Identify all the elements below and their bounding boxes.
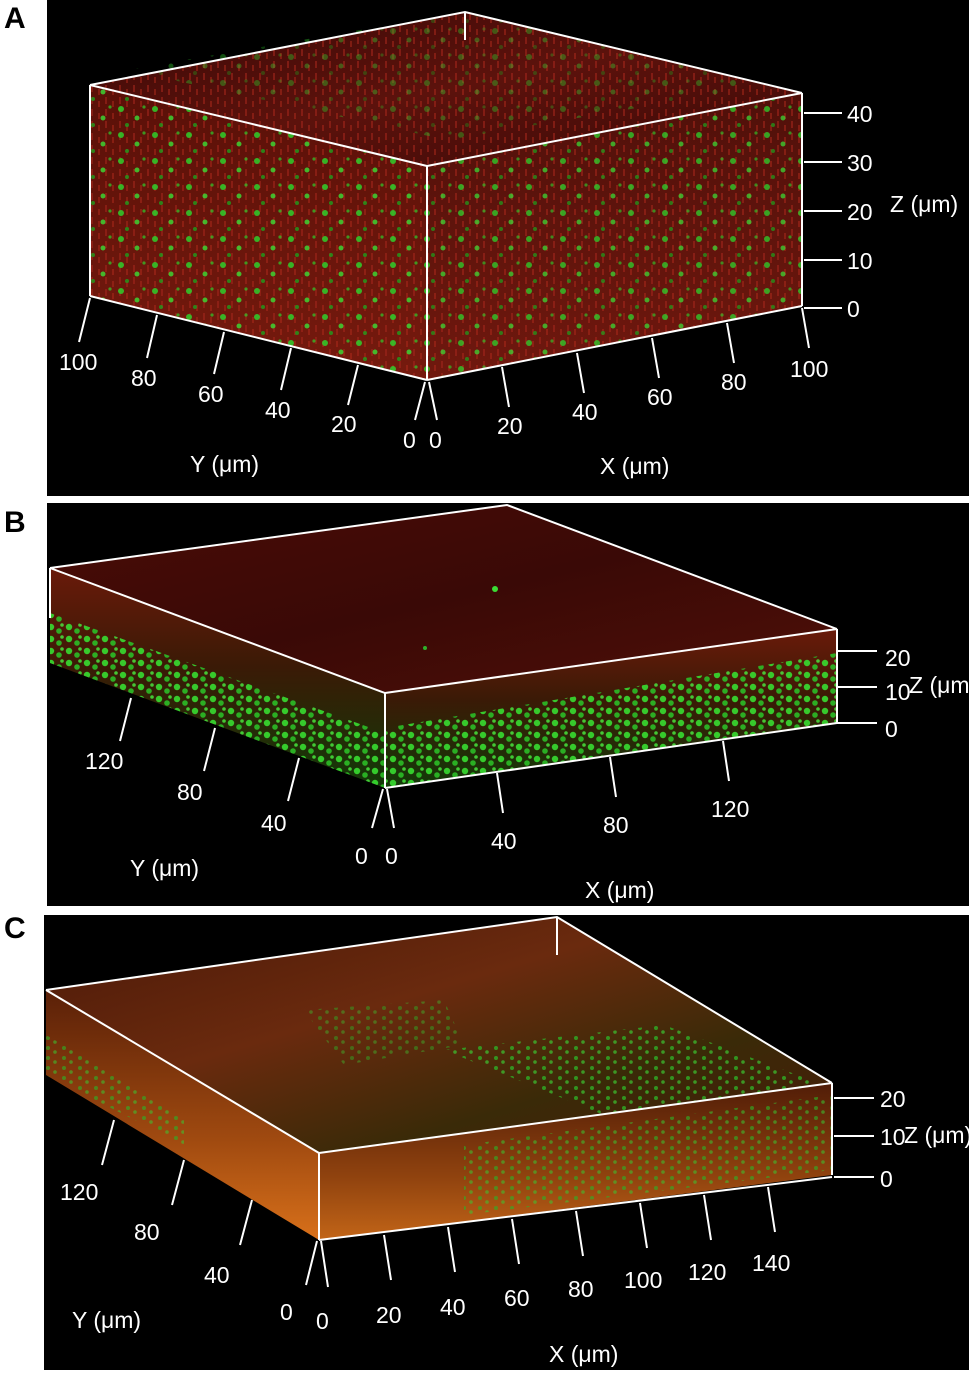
panel-a-y-axis-title: Y (μm) <box>190 451 259 477</box>
panel-c-x-tick-20: 20 <box>376 1302 402 1328</box>
panel-a-y-tick-0: 0 <box>403 427 416 453</box>
panel-a-z-tick-10: 10 <box>847 248 873 274</box>
panel-c-x-tick-40: 40 <box>440 1294 466 1320</box>
panel-b-y-tick-40: 40 <box>261 810 287 836</box>
panel-c-x-tick-120: 120 <box>688 1259 726 1285</box>
panel-a-x-tick-40: 40 <box>572 399 598 425</box>
panel-c-y-tick-80: 80 <box>134 1219 160 1245</box>
panel-b-z-axis-title: Z (μm) <box>909 672 969 698</box>
panel-c-z-tick-20: 20 <box>880 1086 906 1112</box>
panel-a-z-tick-20: 20 <box>847 199 873 225</box>
panel-a-z-axis-title: Z (μm) <box>890 191 958 217</box>
panel-b-z-tick-0: 0 <box>885 716 898 742</box>
panel-a-x-tick-80: 80 <box>721 369 747 395</box>
panel-a-x-tick-20: 20 <box>497 413 523 439</box>
panel-a-y-tick-40: 40 <box>265 397 291 423</box>
panel-a-x-tick-60: 60 <box>647 384 673 410</box>
panel-a-z-tick-0: 0 <box>847 296 860 322</box>
panel-c-z-tick-10: 10 <box>880 1124 906 1150</box>
panel-a-y-tick-100: 100 <box>59 349 97 375</box>
panel-a-z-tick-30: 30 <box>847 150 873 176</box>
panel-c-y-tick-40: 40 <box>204 1262 230 1288</box>
panel-a-label: A <box>4 2 26 35</box>
panel-c-x-axis-title: X (μm) <box>549 1341 618 1367</box>
panel-b-z-tick-10: 10 <box>885 679 911 705</box>
panel-c-y-tick-0: 0 <box>280 1299 293 1325</box>
panel-c-y-axis-title: Y (μm) <box>72 1307 141 1333</box>
panel-c-x-tick-60: 60 <box>504 1285 530 1311</box>
panel-b-x-tick-0: 0 <box>385 843 398 869</box>
panel-c-x-tick-140: 140 <box>752 1250 790 1276</box>
panel-c-z-tick-0: 0 <box>880 1166 893 1192</box>
panel-b-label: B <box>4 506 26 539</box>
panel-a-x-axis-title: X (μm) <box>600 453 669 479</box>
panel-b-y-tick-0: 0 <box>355 843 368 869</box>
panel-b-x-tick-40: 40 <box>491 828 517 854</box>
panel-a-image: 100 80 60 40 20 0 Y (μm) 0 20 40 60 80 1… <box>47 0 969 496</box>
panel-b-x-tick-80: 80 <box>603 812 629 838</box>
panel-b-x-axis-title: X (μm) <box>585 877 654 903</box>
panel-a-y-tick-20: 20 <box>331 411 357 437</box>
panel-c-x-tick-100: 100 <box>624 1267 662 1293</box>
panel-c-label: C <box>4 912 26 945</box>
panel-b-x-tick-120: 120 <box>711 796 749 822</box>
panel-c-y-tick-120: 120 <box>60 1179 98 1205</box>
panel-c-z-axis-title: Z (μm) <box>904 1122 969 1148</box>
panel-a-x-tick-100: 100 <box>790 356 828 382</box>
panel-b-y-tick-120: 120 <box>85 748 123 774</box>
panel-c-image: 120 80 40 0 Y (μm) 0 20 40 60 80 100 120… <box>44 915 969 1370</box>
panel-b-y-tick-80: 80 <box>177 779 203 805</box>
panel-a-z-tick-40: 40 <box>847 101 873 127</box>
panel-b-image: 120 80 40 0 Y (μm) 0 40 80 120 X (μm) 20… <box>47 503 969 906</box>
panel-b-z-tick-20: 20 <box>885 645 911 671</box>
panel-c-x-tick-0: 0 <box>316 1308 329 1334</box>
panel-a-y-tick-60: 60 <box>198 381 224 407</box>
panel-a-x-tick-0: 0 <box>429 427 442 453</box>
panel-a-y-tick-80: 80 <box>131 365 157 391</box>
panel-b-y-axis-title: Y (μm) <box>130 855 199 881</box>
panel-c-x-tick-80: 80 <box>568 1276 594 1302</box>
